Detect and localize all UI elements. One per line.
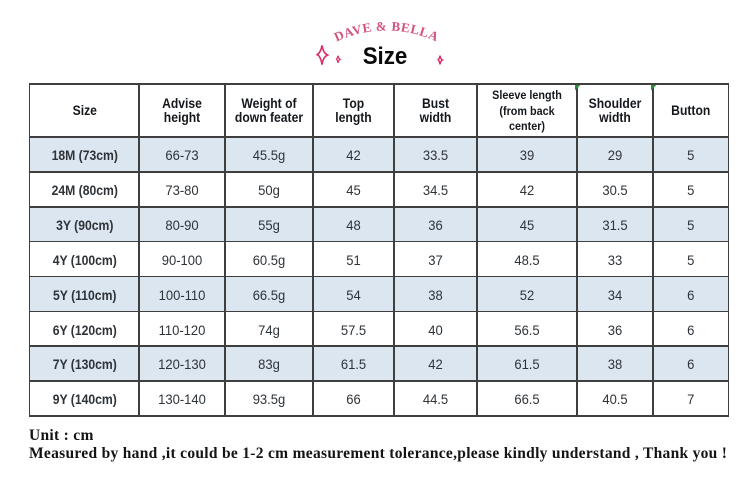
svg-text:DAVE & BELLA: DAVE & BELLA — [332, 18, 442, 44]
